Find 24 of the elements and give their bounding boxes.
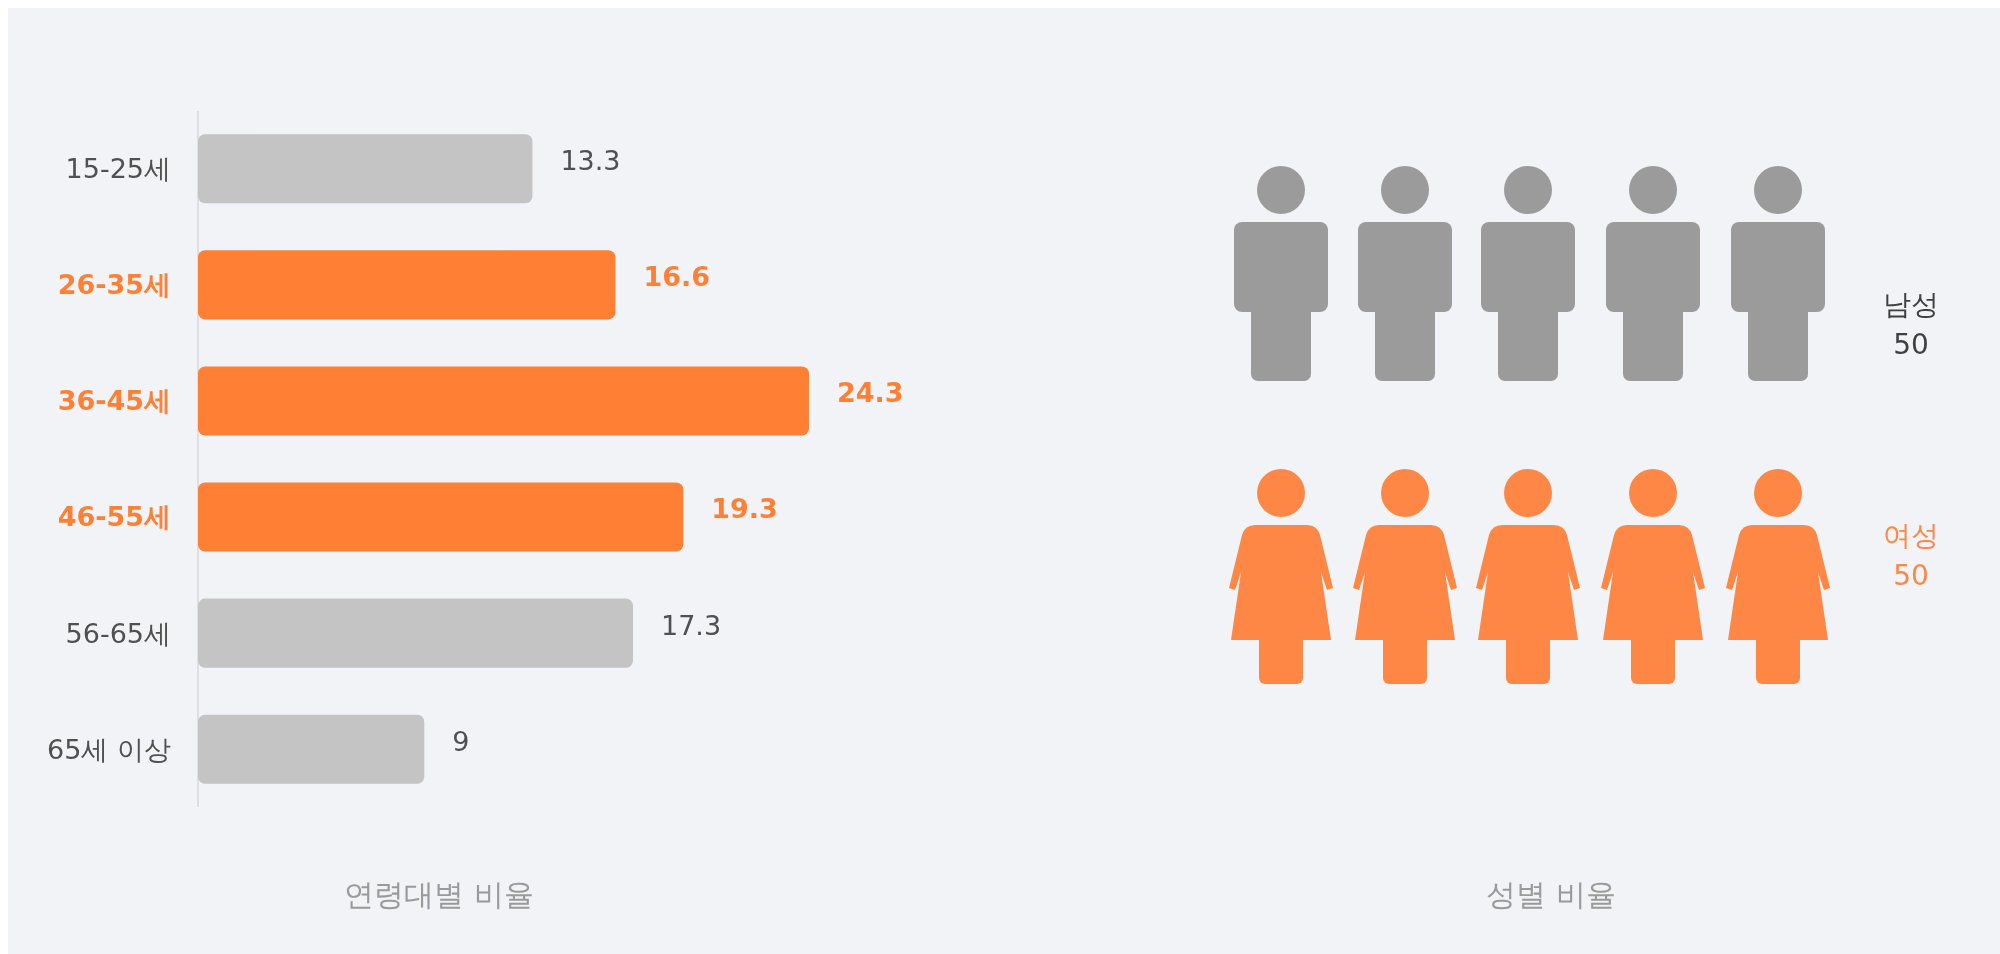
y-tick-label: 65세 이상 — [47, 733, 171, 765]
data-label: 16.6 — [643, 261, 711, 293]
data-label: 17.3 — [660, 609, 722, 641]
y-tick-label: 15-25세 — [65, 153, 171, 185]
bar — [198, 250, 616, 320]
bar — [198, 714, 425, 784]
y-tick-label: 46-55세 — [57, 501, 171, 533]
data-label: 24.3 — [837, 377, 904, 409]
bar — [198, 366, 809, 436]
data-label: 13.3 — [560, 145, 621, 177]
data-label: 50 — [1893, 327, 1929, 361]
y-tick-label: 26-35세 — [57, 269, 171, 301]
x-axis-title: 연령대별 비율 — [344, 876, 534, 912]
category-label: 여성 — [1883, 518, 1939, 552]
bar — [198, 134, 533, 204]
y-tick-label: 36-45세 — [57, 385, 171, 417]
bar — [198, 482, 684, 552]
bar — [198, 598, 633, 668]
data-label: 9 — [452, 725, 470, 757]
y-tick-label: 56-65세 — [65, 617, 171, 649]
data-label: 50 — [1893, 558, 1929, 592]
category-label: 남성 — [1883, 287, 1939, 321]
data-label: 19.3 — [711, 493, 778, 525]
text: 성별 비율 — [1486, 876, 1616, 912]
